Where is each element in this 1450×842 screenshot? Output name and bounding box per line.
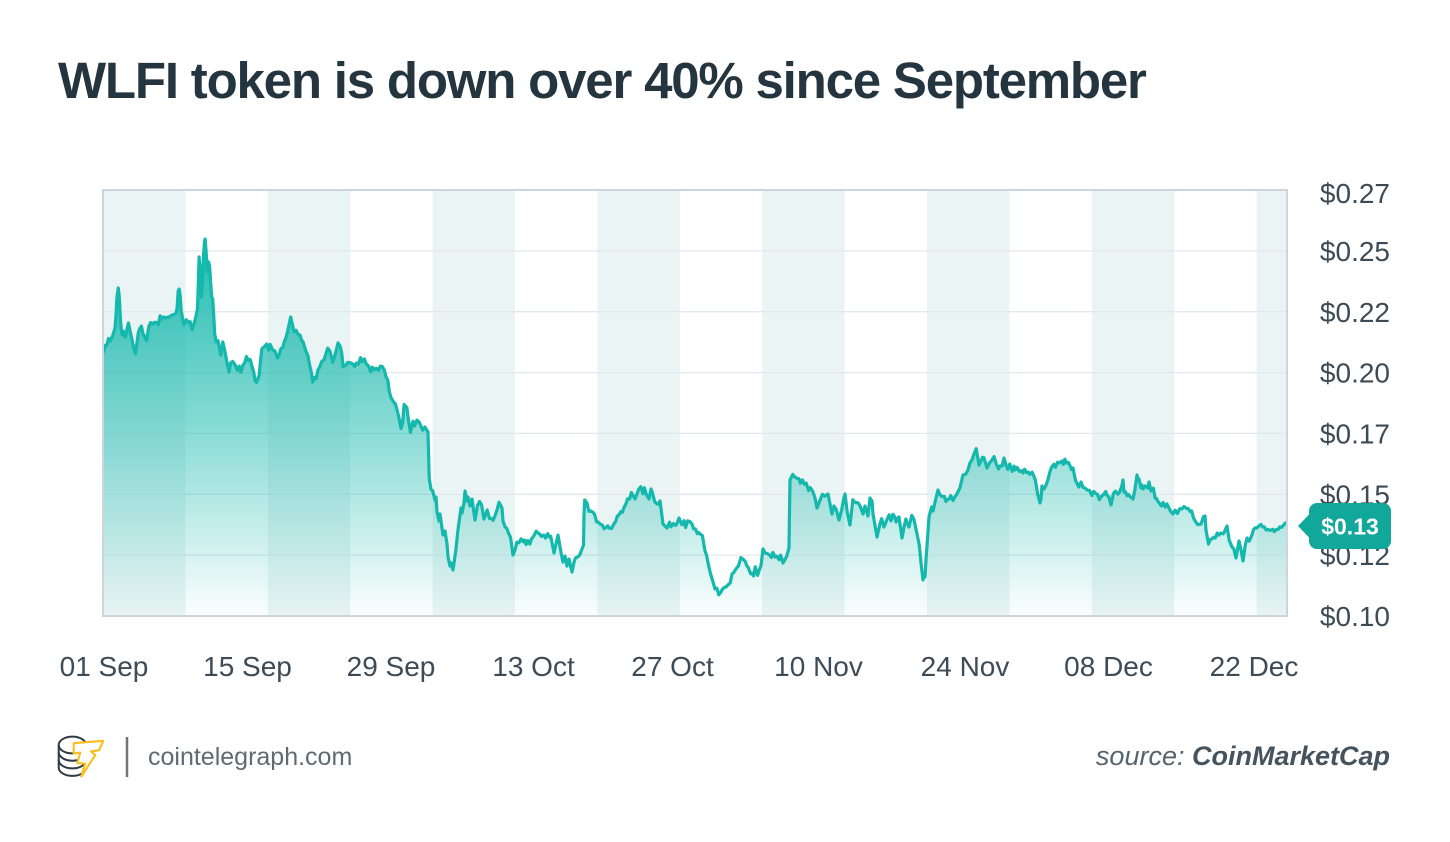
svg-text:08 Dec: 08 Dec xyxy=(1064,651,1153,682)
svg-text:$0.25: $0.25 xyxy=(1320,236,1390,267)
svg-text:source: CoinMarketCap: source: CoinMarketCap xyxy=(1096,741,1390,771)
svg-text:22 Dec: 22 Dec xyxy=(1210,651,1299,682)
svg-text:cointelegraph.com: cointelegraph.com xyxy=(148,743,352,771)
svg-text:15 Sep: 15 Sep xyxy=(203,651,292,682)
svg-text:10 Nov: 10 Nov xyxy=(774,651,863,682)
svg-text:$0.27: $0.27 xyxy=(1320,178,1390,209)
svg-text:$0.10: $0.10 xyxy=(1320,601,1390,632)
svg-text:WLFI token is down over 40% si: WLFI token is down over 40% since Septem… xyxy=(58,52,1147,109)
svg-text:27 Oct: 27 Oct xyxy=(631,651,714,682)
svg-text:29 Sep: 29 Sep xyxy=(347,651,436,682)
svg-text:$0.13: $0.13 xyxy=(1321,514,1379,540)
svg-text:$0.17: $0.17 xyxy=(1320,419,1390,450)
svg-text:24 Nov: 24 Nov xyxy=(921,651,1010,682)
svg-text:$0.22: $0.22 xyxy=(1320,297,1390,328)
svg-text:$0.20: $0.20 xyxy=(1320,358,1390,389)
svg-text:13 Oct: 13 Oct xyxy=(492,651,575,682)
svg-text:01 Sep: 01 Sep xyxy=(60,651,149,682)
